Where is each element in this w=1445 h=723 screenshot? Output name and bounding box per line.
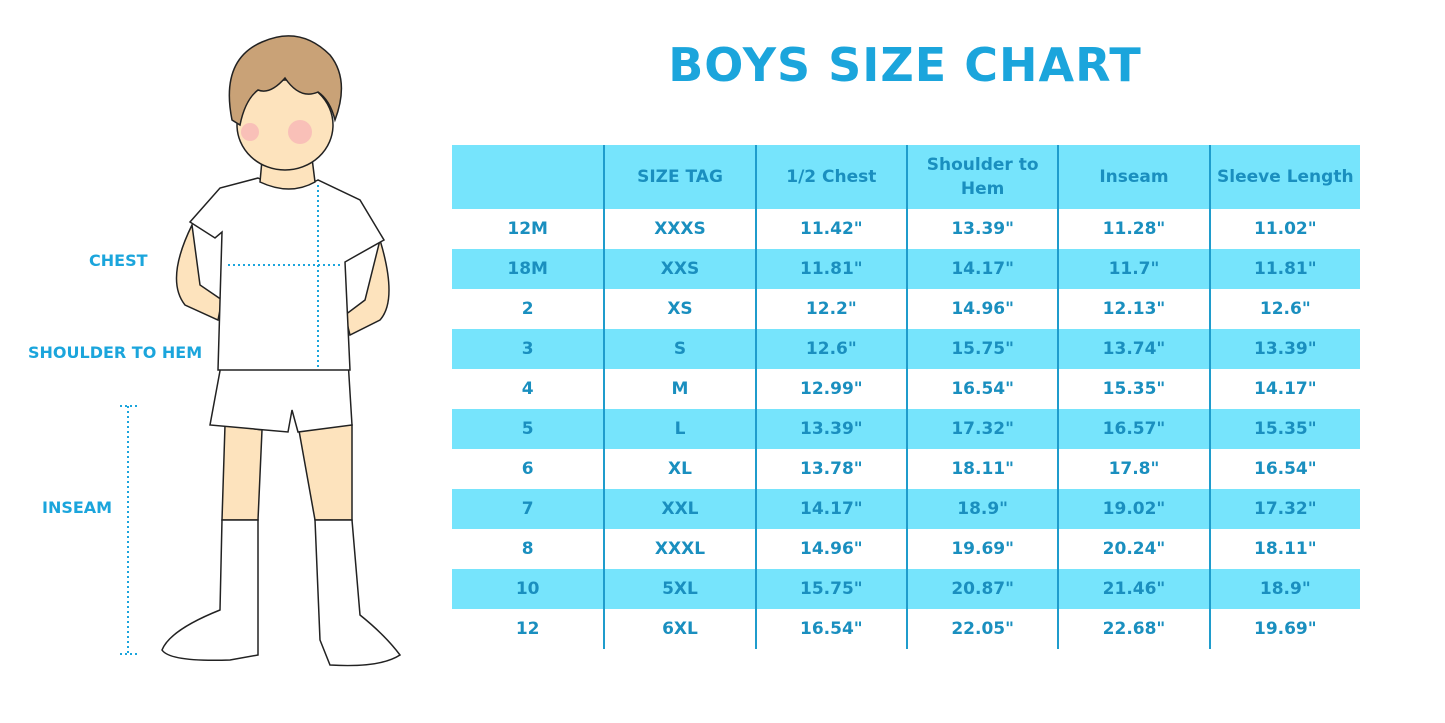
- chest-label: CHEST: [89, 251, 148, 270]
- table-header-row: SIZE TAG 1/2 Chest Shoulder to Hem Inseam Sl…: [452, 145, 1360, 209]
- table-cell: 14.17": [905, 249, 1057, 289]
- table-cell: 19.02": [1057, 489, 1208, 529]
- table-cell: 15.35": [1057, 369, 1208, 409]
- table-cell: 18.9": [905, 489, 1057, 529]
- table-cell: XXS: [603, 249, 754, 289]
- table-cell: M: [603, 369, 754, 409]
- table-cell: 16.54": [1208, 449, 1360, 489]
- table-cell: 14.17": [754, 489, 906, 529]
- page-title: BOYS SIZE CHART: [668, 38, 1142, 92]
- table-row: 6 XL 13.78" 18.11" 17.8" 16.54": [452, 449, 1360, 489]
- column-header: [452, 145, 603, 209]
- table-row: 18M XXS 11.81" 14.17" 11.7" 11.81": [452, 249, 1360, 289]
- table-cell: XXXS: [603, 209, 754, 249]
- shoulder-to-hem-label: SHOULDER TO HEM: [28, 343, 203, 362]
- table-cell: 17.8": [1057, 449, 1208, 489]
- table-cell: 16.54": [905, 369, 1057, 409]
- table-cell: XS: [603, 289, 754, 329]
- table-cell: 20.24": [1057, 529, 1208, 569]
- table-cell: 20.87": [905, 569, 1057, 609]
- table-cell: 2: [521, 299, 534, 319]
- table-cell: 11.42": [754, 209, 906, 249]
- table-cell: 16.54": [754, 609, 906, 649]
- table-cell: 12.2": [754, 289, 906, 329]
- table-cell: 8: [521, 539, 534, 559]
- table-cell: 22.05": [905, 609, 1057, 649]
- table-cell: 14.17": [1208, 369, 1360, 409]
- table-cell: 6: [521, 459, 534, 479]
- table-cell: 14.96": [754, 529, 906, 569]
- table-cell: 22.68": [1057, 609, 1208, 649]
- table-cell: 12.6": [754, 329, 906, 369]
- table-cell: 15.35": [1208, 409, 1360, 449]
- table-row: 2 XS 12.2" 14.96" 12.13" 12.6": [452, 289, 1360, 329]
- table-cell: 12: [515, 619, 540, 639]
- table-cell: 12.13": [1057, 289, 1208, 329]
- table-cell: 13.39": [754, 409, 906, 449]
- table-cell: 7: [521, 499, 534, 519]
- table-cell: 18M: [507, 259, 548, 279]
- table-cell: 19.69": [905, 529, 1057, 569]
- table-row: 12 6XL 16.54" 22.05" 22.68" 19.69": [452, 609, 1360, 649]
- inseam-label: INSEAM: [42, 498, 113, 517]
- table-cell: 12M: [507, 219, 548, 239]
- table-cell: XXXL: [603, 529, 754, 569]
- table-cell: 5XL: [603, 569, 754, 609]
- table-cell: 15.75": [754, 569, 906, 609]
- table-cell: L: [603, 409, 754, 449]
- table-cell: 12.99": [754, 369, 906, 409]
- column-header: Shoulder to Hem: [905, 145, 1057, 209]
- table-cell: S: [603, 329, 754, 369]
- table-row: 5 L 13.39" 17.32" 16.57" 15.35": [452, 409, 1360, 449]
- table-cell: XXL: [603, 489, 754, 529]
- table-cell: 18.11": [1208, 529, 1360, 569]
- table-cell: 12.6": [1208, 289, 1360, 329]
- table-cell: 3: [521, 339, 534, 359]
- table-cell: 5: [521, 419, 534, 439]
- table-cell: 11.7": [1057, 249, 1208, 289]
- table-cell: 17.32": [1208, 489, 1360, 529]
- table-cell: 10: [515, 579, 540, 599]
- table-cell: 11.81": [1208, 249, 1360, 289]
- table-row: 3 S 12.6" 15.75" 13.74" 13.39": [452, 329, 1360, 369]
- table-row: 8 XXXL 14.96" 19.69" 20.24" 18.11": [452, 529, 1360, 569]
- table-cell: 6XL: [603, 609, 754, 649]
- column-header: SIZE TAG: [603, 145, 754, 209]
- table-cell: 21.46": [1057, 569, 1208, 609]
- table-cell: 13.74": [1057, 329, 1208, 369]
- table-cell: XL: [603, 449, 754, 489]
- table-cell: 13.39": [1208, 329, 1360, 369]
- table-row: 7 XXL 14.17" 18.9" 19.02" 17.32": [452, 489, 1360, 529]
- table-cell: 17.32": [905, 409, 1057, 449]
- table-cell: 14.96": [905, 289, 1057, 329]
- column-header: Sleeve Length: [1208, 145, 1360, 209]
- boy-figure-illustration: [120, 35, 402, 667]
- table-row: 10 5XL 15.75" 20.87" 21.46" 18.9": [452, 569, 1360, 609]
- table-cell: 11.81": [754, 249, 906, 289]
- table-row: 4 M 12.99" 16.54" 15.35" 14.17": [452, 369, 1360, 409]
- table-cell: 11.28": [1057, 209, 1208, 249]
- table-cell: 19.69": [1208, 609, 1360, 649]
- column-header: 1/2 Chest: [754, 145, 906, 209]
- table-cell: 13.78": [754, 449, 906, 489]
- table-cell: 13.39": [905, 209, 1057, 249]
- table-cell: 18.11": [905, 449, 1057, 489]
- table-cell: 15.75": [905, 329, 1057, 369]
- table-row: 12M XXXS 11.42" 13.39" 11.28" 11.02": [452, 209, 1360, 249]
- size-table: SIZE TAG 1/2 Chest Shoulder to Hem Inseam Sl…: [452, 145, 1360, 649]
- table-cell: 11.02": [1208, 209, 1360, 249]
- table-cell: 4: [521, 379, 534, 399]
- column-header: Inseam: [1057, 145, 1208, 209]
- table-cell: 16.57": [1057, 409, 1208, 449]
- table-cell: 18.9": [1208, 569, 1360, 609]
